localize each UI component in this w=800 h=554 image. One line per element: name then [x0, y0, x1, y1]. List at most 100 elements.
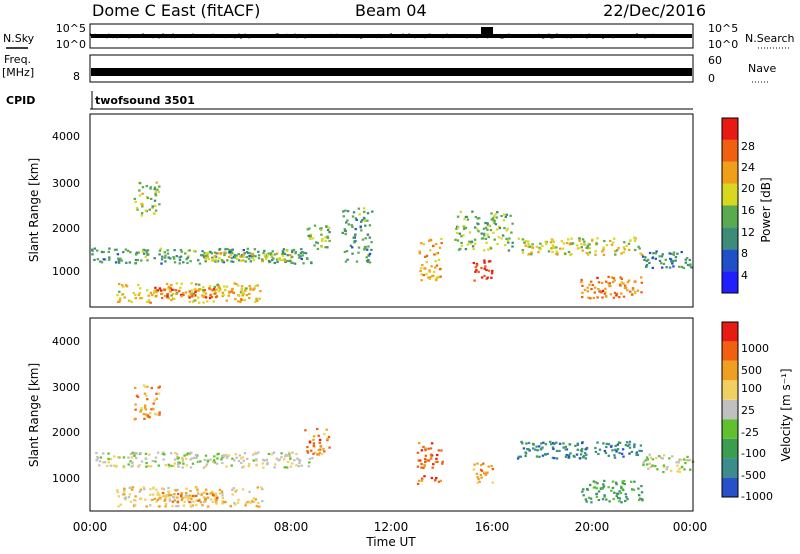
velocity-cell	[519, 455, 522, 458]
power-cell	[633, 280, 636, 283]
velocity-cell	[163, 494, 167, 497]
velocity-cell	[621, 482, 624, 485]
power-cell	[678, 265, 681, 268]
power-cell	[686, 263, 690, 267]
velocity-cell	[287, 451, 291, 454]
freq-unit: [MHz]	[2, 66, 34, 79]
velocity-cell	[161, 452, 165, 455]
power-cell	[158, 287, 162, 290]
velocity-cell	[472, 468, 475, 471]
velocity-cell	[640, 485, 643, 488]
velocity-cell	[158, 493, 161, 496]
velocity-cell	[490, 464, 493, 468]
power-cell	[134, 293, 137, 296]
velocity-cell	[173, 496, 176, 499]
power-cell	[134, 262, 137, 265]
power-cell	[568, 243, 572, 246]
power-cell	[211, 289, 215, 292]
power-cell	[472, 261, 475, 265]
power-cell	[122, 251, 125, 254]
power-cell	[620, 252, 623, 255]
velocity-cell	[286, 460, 290, 463]
power-cell	[165, 282, 169, 286]
velocity-cell	[157, 386, 160, 389]
velocity-cell	[189, 452, 192, 455]
power-cell	[627, 242, 631, 245]
power-cell	[258, 297, 262, 300]
velocity-cell	[117, 495, 121, 498]
power-cell	[425, 261, 428, 264]
velocity-cell	[214, 492, 217, 495]
power-cell	[319, 228, 323, 232]
power-cell	[640, 253, 644, 256]
power-cell	[254, 255, 257, 258]
power-cell	[586, 244, 589, 247]
power-cell	[545, 243, 548, 246]
power-cell	[153, 188, 156, 191]
velocity-cell	[605, 498, 608, 501]
velocity-cell	[441, 462, 444, 465]
power-cell	[211, 257, 214, 261]
power-cell	[139, 287, 142, 290]
velocity-cell	[626, 498, 629, 501]
power-cell	[477, 223, 480, 226]
power-cell	[100, 261, 104, 264]
power-cell	[640, 276, 643, 279]
velocity-cell	[143, 488, 146, 491]
velocity-cell	[597, 490, 601, 493]
velocity-cell	[662, 470, 665, 474]
velocity-cell	[611, 480, 615, 483]
power-cell	[172, 292, 175, 296]
power-cell	[210, 295, 214, 299]
power-cell	[487, 235, 490, 239]
power-cell	[198, 262, 202, 265]
velocity-cell	[167, 465, 171, 468]
power-cell	[456, 215, 460, 218]
velocity-cell	[167, 486, 170, 490]
power-cell	[302, 262, 305, 265]
power-cell	[179, 248, 183, 251]
velocity-cell	[585, 500, 588, 503]
power-cell	[511, 245, 514, 248]
velocity-cell	[206, 505, 210, 508]
velocity-cell	[660, 456, 663, 459]
power-cell	[125, 261, 128, 264]
power-cell	[91, 248, 94, 251]
power-cell	[190, 289, 194, 292]
nsearch-label: N.Search	[745, 32, 795, 45]
power-cell	[146, 196, 150, 200]
power-cell	[223, 253, 226, 257]
velocity-cell	[424, 449, 427, 452]
velocity-cell	[546, 452, 549, 455]
power-cell	[353, 240, 356, 243]
velocity-cell	[230, 464, 233, 467]
power-cell	[496, 211, 499, 214]
power-cell	[530, 253, 533, 256]
power-cell	[595, 242, 598, 245]
xtick-1200: 12:00	[374, 520, 409, 534]
velocity-cell	[595, 492, 598, 495]
power-cell	[158, 203, 161, 206]
power-cell	[159, 247, 163, 250]
velocity-cell	[416, 482, 420, 485]
power-cell	[227, 255, 231, 259]
velocity-cell	[297, 458, 301, 461]
power-cell	[454, 238, 457, 241]
power-cell	[623, 248, 626, 251]
power-cell	[424, 255, 427, 258]
power-cell	[170, 283, 173, 287]
velocity-cell	[221, 491, 224, 494]
velocity-cell	[611, 449, 614, 452]
velocity-colorbar-segment	[722, 360, 738, 381]
velocity-cell	[605, 445, 608, 449]
velocity-cell	[200, 493, 203, 496]
power-cell	[153, 289, 156, 292]
nave-tick-bottom: 0	[708, 72, 715, 85]
velocity-cell	[170, 452, 173, 455]
velocity-cell	[139, 497, 143, 500]
power-cell	[527, 245, 530, 248]
velocity-cell	[191, 462, 195, 465]
power-cell	[457, 248, 461, 251]
velocity-cell	[595, 495, 599, 498]
velocity-cell	[272, 451, 276, 454]
